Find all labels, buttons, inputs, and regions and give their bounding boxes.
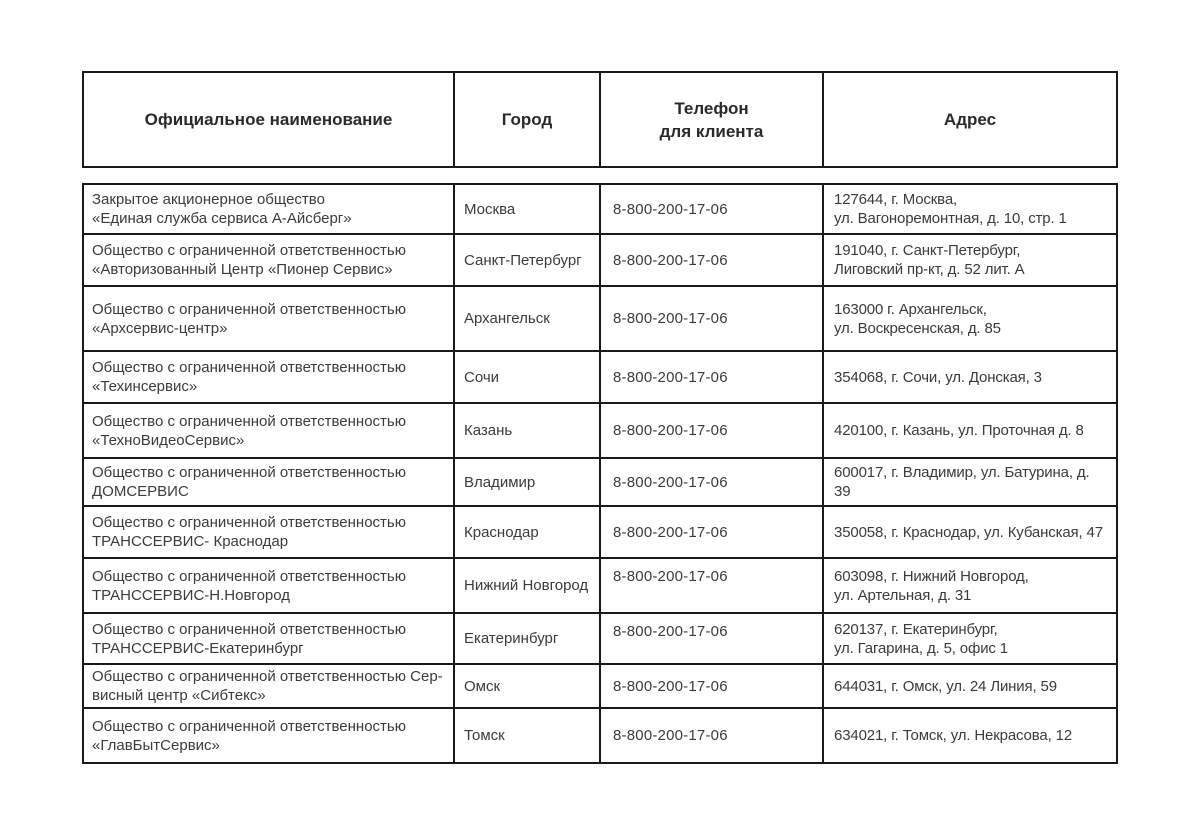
city-cell: Владимир	[455, 459, 601, 505]
official-name-cell: Общество с ограниченной ответственностью…	[84, 559, 455, 612]
phone-cell: 8-800-200-17-06	[601, 665, 824, 707]
official-name-cell: Общество с ограниченной ответственностью…	[84, 507, 455, 557]
address-cell: 620137, г. Екатеринбург, ул. Гагарина, д…	[834, 620, 1008, 657]
phone-cell: 8-800-200-17-06	[601, 235, 824, 285]
city-cell: Омск	[455, 665, 601, 707]
city-cell: Сочи	[455, 352, 601, 402]
phone-cell: 8-800-200-17-06	[601, 404, 824, 457]
city-cell: Казань	[455, 404, 601, 457]
phone-cell: 8-800-200-17-06	[601, 287, 824, 350]
official-name-cell: Общество с ограниченной ответственностью…	[84, 665, 455, 707]
official-name-cell: Закрытое акционерное общество «Единая сл…	[84, 185, 455, 233]
city-cell: Нижний Новгород	[455, 559, 601, 612]
official-name-cell: Общество с ограниченной ответственностью…	[84, 709, 455, 762]
address-cell: 163000 г. Архангельск, ул. Воскресенская…	[834, 300, 1001, 337]
address-cell: 644031, г. Омск, ул. 24 Линия, 59	[834, 677, 1057, 695]
phone-cell: 8-800-200-17-06	[601, 185, 824, 233]
address-cell: 600017, г. Владимир, ул. Батурина, д. 39	[834, 464, 1090, 500]
city-cell: Краснодар	[455, 507, 601, 557]
address-cell: 634021, г. Томск, ул. Некрасова, 12	[834, 727, 1073, 744]
phone-cell: 8-800-200-17-06	[601, 709, 824, 762]
city-cell: Архангельск	[455, 287, 601, 350]
column-header-address: Адрес	[943, 110, 997, 129]
table-row: Общество с ограниченной ответственностью…	[84, 404, 1116, 459]
table-row: Общество с ограниченной ответственностью…	[84, 614, 1116, 665]
table-row: Общество с ограниченной ответственностью…	[84, 352, 1116, 404]
city-cell: Санкт-Петербург	[455, 235, 601, 285]
table-header-row: Официальное наименование Город Телефон д…	[82, 71, 1118, 168]
official-name-cell: Общество с ограниченной ответственностью…	[84, 235, 455, 285]
address-cell: 354068, г. Сочи, ул. Донская, 3	[834, 368, 1042, 386]
table-row: Общество с ограниченной ответственностью…	[84, 665, 1116, 709]
table-row: Общество с ограниченной ответственностью…	[84, 459, 1116, 507]
address-cell: 127644, г. Москва, ул. Вагоноремонтная, …	[834, 191, 1067, 227]
column-header-phone: Телефон для клиента	[601, 73, 824, 166]
official-name-cell: Общество с ограниченной ответственностью…	[84, 614, 455, 663]
table-row: Общество с ограниченной ответственностью…	[84, 507, 1116, 559]
table-row: Общество с ограниченной ответственностью…	[84, 287, 1116, 352]
column-header-city: Город	[455, 73, 601, 166]
city-cell: Москва	[455, 185, 601, 233]
address-cell: 420100, г. Казань, ул. Проточная д. 8	[834, 422, 1084, 439]
phone-cell: 8-800-200-17-06	[601, 559, 824, 612]
table-row: Общество с ограниченной ответственностью…	[84, 235, 1116, 287]
table-row: Закрытое акционерное общество «Единая сл…	[84, 185, 1116, 235]
column-header-official-name: Официальное наименование	[84, 73, 455, 166]
city-cell: Екатеринбург	[455, 614, 601, 663]
official-name-cell: Общество с ограниченной ответственностью…	[84, 352, 455, 402]
phone-cell: 8-800-200-17-06	[601, 459, 824, 505]
city-cell: Томск	[455, 709, 601, 762]
official-name-cell: Общество с ограниченной ответственностью…	[84, 287, 455, 350]
official-name-cell: Общество с ограниченной ответственностью…	[84, 459, 455, 505]
address-cell: 191040, г. Санкт-Петербург, Лиговский пр…	[834, 242, 1025, 278]
table-row: Общество с ограниченной ответственностью…	[84, 709, 1116, 762]
phone-cell: 8-800-200-17-06	[601, 352, 824, 402]
official-name-cell: Общество с ограниченной ответственностью…	[84, 404, 455, 457]
phone-cell: 8-800-200-17-06	[601, 507, 824, 557]
address-cell: 350058, г. Краснодар, ул. Кубанская, 47	[834, 523, 1103, 541]
phone-cell: 8-800-200-17-06	[601, 614, 824, 663]
table-row: Общество с ограниченной ответственностью…	[84, 559, 1116, 614]
address-cell: 603098, г. Нижний Новгород, ул. Артельна…	[834, 567, 1029, 604]
service-centers-table: Закрытое акционерное общество «Единая сл…	[82, 183, 1118, 764]
